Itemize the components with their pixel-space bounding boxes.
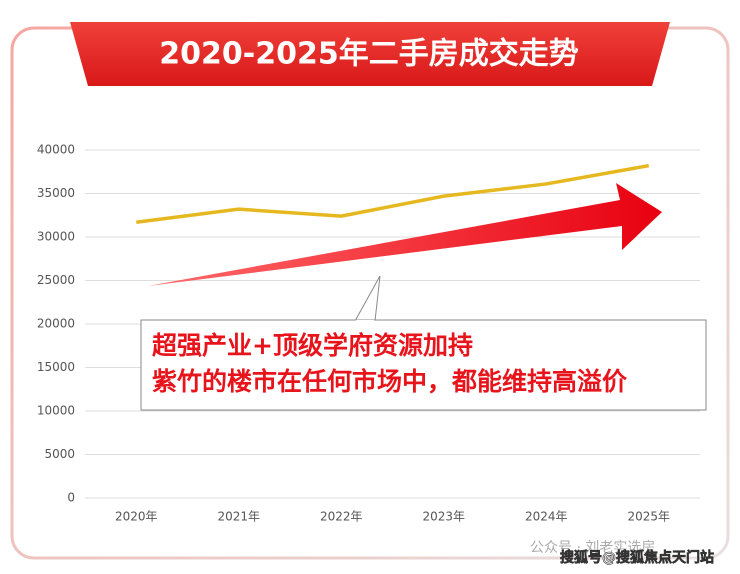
y-tick-label: 20000 [37,317,75,331]
x-tick-label: 2020年 [115,510,158,524]
x-tick-label: 2022年 [320,510,363,524]
y-tick-label: 0 [67,491,75,505]
chart-title: 2020-2025年二手房成交走势 [159,37,578,72]
annotation: 紫竹的楼市在任何市场中，都能维持高溢价 [152,367,628,396]
y-tick-label: 10000 [37,404,75,418]
line [136,163,650,224]
y-tick-label: 35000 [37,186,75,200]
y-tick-label: 30000 [37,230,75,244]
x-tick-label: 2024年 [525,510,568,524]
callout-box [140,319,707,411]
x-tick-label: 2021年 [217,510,260,524]
x-tick-label: 2025年 [627,510,670,524]
watermark: 公众号 · 刘老实选房 [530,540,655,556]
title-banner [70,22,670,86]
y-tick-label: 40000 [37,143,75,157]
annotation: 超强产业+顶级学府资源加持 [152,331,473,360]
y-tick-label: 5000 [44,447,75,461]
y-tick-label: 25000 [37,273,75,287]
y-tick-label: 15000 [37,360,75,374]
watermark: 搜狐号@搜狐焦点天门站 [560,549,714,566]
x-tick-label: 2023年 [422,510,465,524]
